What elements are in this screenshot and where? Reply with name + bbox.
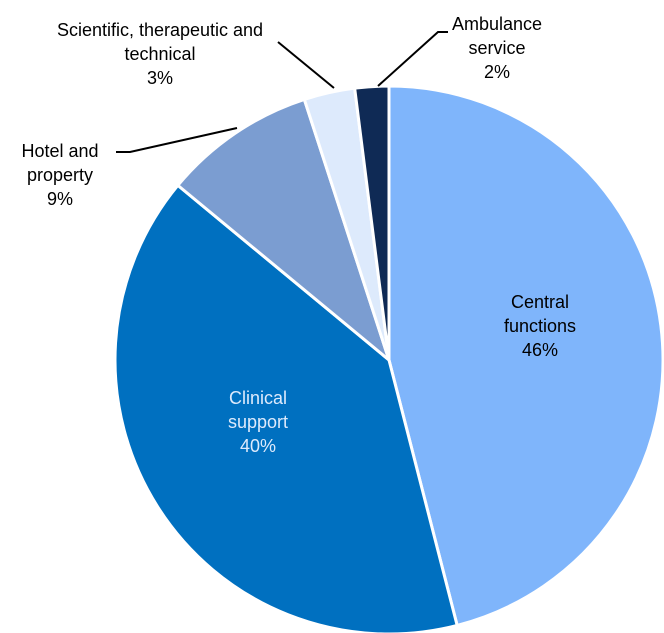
label-value: 40% <box>239 436 277 456</box>
data-label: Central functions 46% <box>485 290 595 362</box>
label-name: Central functions <box>503 292 577 336</box>
label-name: Hotel and property <box>21 141 99 185</box>
data-label: Scientific, therapeutic and technical 3% <box>40 18 280 90</box>
data-label: Clinical support 40% <box>203 386 313 458</box>
pie-slice <box>176 97 391 362</box>
label-value: 2% <box>483 62 510 82</box>
label-name: Clinical support <box>227 388 289 432</box>
label-name: Ambulance service <box>451 14 543 58</box>
label-name: Scientific, therapeutic and technical <box>56 20 264 64</box>
label-value: 46% <box>521 340 559 360</box>
label-value: 9% <box>46 189 73 209</box>
leader-line <box>277 41 335 89</box>
leader-line <box>116 127 238 153</box>
label-value: 3% <box>146 68 173 88</box>
data-label: Hotel and property 9% <box>5 139 115 211</box>
pie-slice <box>353 84 391 362</box>
data-label: Ambulance service 2% <box>437 12 557 84</box>
leader-line <box>377 31 448 87</box>
pie-slice <box>387 84 664 627</box>
